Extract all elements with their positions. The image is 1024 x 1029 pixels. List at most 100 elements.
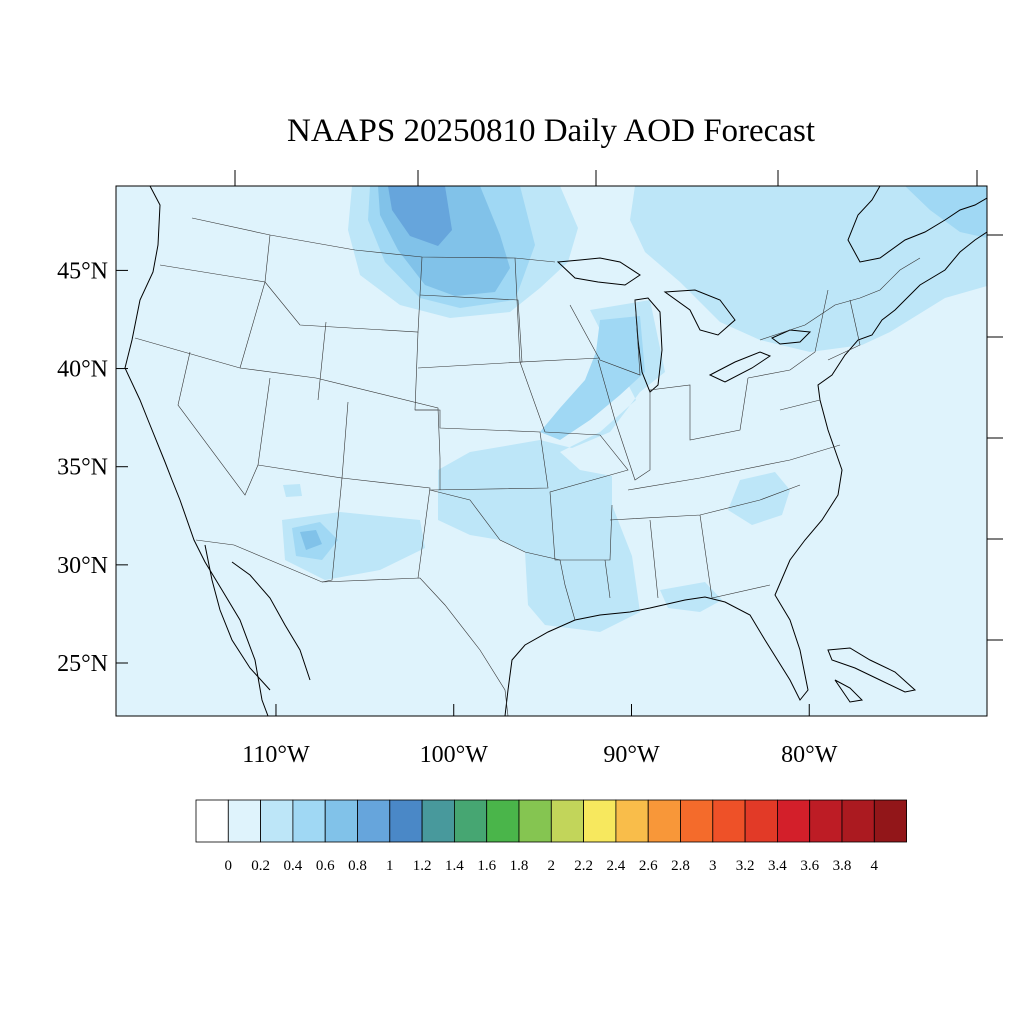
map-area [116,186,987,716]
border-wisconsin-illinois [569,299,641,376]
colorbar-swatch [647,799,681,843]
colorbar-tick-label: 0.8 [348,858,367,874]
colorbar-swatch [486,799,520,843]
colorbar-swatch [453,799,488,843]
coastline-cuba-bahamas [827,647,917,693]
figure-title: NAAPS 20250810 Daily AOD Forecast [287,113,815,149]
border-missouri-arkansas [544,431,629,561]
latitude-axis: 45°N 40°N 35°N 30°N 25°N [57,258,128,677]
colorbar-tick-label: 3.4 [768,858,787,874]
colorbar-tick-label: 3.2 [736,858,755,874]
border-northeast [747,289,861,411]
lat-tick-label: 45°N [57,258,108,284]
border-west-states-1 [134,337,441,459]
aod-plume-eastern-canada [630,186,987,352]
aod-plume-gulf-coast [660,582,722,612]
colorbar-swatch [292,799,326,843]
colorbar-swatch [777,799,811,843]
border-montana-wyoming [264,234,423,333]
colorbar-tick-label: 1.4 [445,858,464,874]
coastline-hudson-bay-edge [847,186,987,263]
colorbar-tick-label: 0.6 [316,858,335,874]
coastline-great-lakes-ontario [771,329,812,345]
aod-plume-new-mexico-dot [283,484,302,497]
top-axis-ticks [234,170,978,186]
lat-tick-label: 30°N [57,553,108,579]
colorbar-tick-label: 4 [871,858,879,874]
colorbar-tick-label: 1 [386,858,394,874]
border-mexico [195,539,509,716]
colorbar-tick-label: 2.6 [639,858,658,874]
aod-plume-midwest-band [438,300,665,632]
colorbar-tick-label: 2 [548,858,556,874]
colorbar-tick-label: 3.8 [833,858,852,874]
coastline-great-lakes-erie [708,351,772,383]
lat-tick-label: 25°N [57,651,108,677]
colorbar-tick-label: 0.4 [284,858,303,874]
colorbar-swatch [227,799,262,843]
colorbar-swatch [841,799,875,843]
lon-tick-label: 80°W [781,742,838,768]
colorbar-tick-label: 3.6 [800,858,819,874]
coastline-great-lakes-huron [663,289,736,336]
colorbar-tick-label: 1.6 [477,858,496,874]
border-texas [429,489,576,621]
lon-tick-label: 110°W [242,742,310,768]
us-canada-border [191,217,556,263]
colorbar-swatch [873,799,907,843]
right-axis-ticks [987,234,1003,641]
colorbar-tick-label: 1.8 [510,858,529,874]
colorbar-tick-label: 0.2 [251,858,270,874]
colorbar-labels: 0 0.2 0.4 0.6 0.8 1 1.2 1.4 1.6 1.8 2 2.2 2.4 2.6 2.8 3… [225,858,879,874]
colorbar-tick-label: 0 [225,858,233,874]
map-frame [115,185,988,717]
aod-plume-arizona-peak [300,530,322,550]
colorbar-swatch [260,799,294,843]
lon-tick-label: 90°W [603,742,660,768]
colorbar-tick-label: 1.2 [413,858,432,874]
border-illinois-indiana [597,359,749,481]
colorbar-tick-label: 2.8 [671,858,690,874]
state-boundaries [134,217,921,716]
colorbar-swatch [583,799,617,843]
lat-tick-label: 40°N [57,357,108,383]
colorbar-swatch [324,799,358,843]
colorbar-swatch [712,799,746,843]
colorbar [195,799,907,843]
aod-plume-nova-scotia [905,186,987,238]
colorbar-tick-label: 2.2 [574,858,593,874]
lat-tick-label: 35°N [57,455,108,481]
colorbar-swatch [615,799,649,843]
colorbar-swatch [680,799,714,843]
colorbar-swatch [195,799,229,843]
lon-tick-label: 100°W [420,742,489,768]
border-southeast [604,484,801,599]
colorbar-tick-label: 3 [709,858,717,874]
border-nevada [177,351,271,496]
coastline-great-lakes-superior [556,257,641,286]
colorbar-swatch [744,799,778,843]
coastline-cuba-east [834,679,864,703]
colorbar-swatch [421,799,455,843]
colorbar-swatch [809,799,843,843]
colorbar-swatch [389,799,423,843]
border-four-corners [321,477,431,583]
coastline-mexico-gulf [231,561,311,681]
border-dakotas-nebraska [417,294,523,369]
border-minnesota-iowa [514,257,601,433]
coastlines [124,186,987,716]
colorbar-swatch [357,799,391,843]
aod-plume-illinois-core [540,316,645,440]
us-canada-border-east [759,257,921,341]
coastline-great-lakes-michigan [634,297,663,393]
coastline-baja-gulf [204,544,271,691]
coastline-west-mexico [124,186,269,716]
border-tennessee-kentucky [627,444,841,491]
aod-plume-northern-plains-peak [388,186,452,246]
colorbar-swatch [550,799,584,843]
aod-plumes [282,186,987,632]
aod-plume-southeast-patch [728,472,790,525]
coastline-gulf-of-mexico [504,231,987,716]
